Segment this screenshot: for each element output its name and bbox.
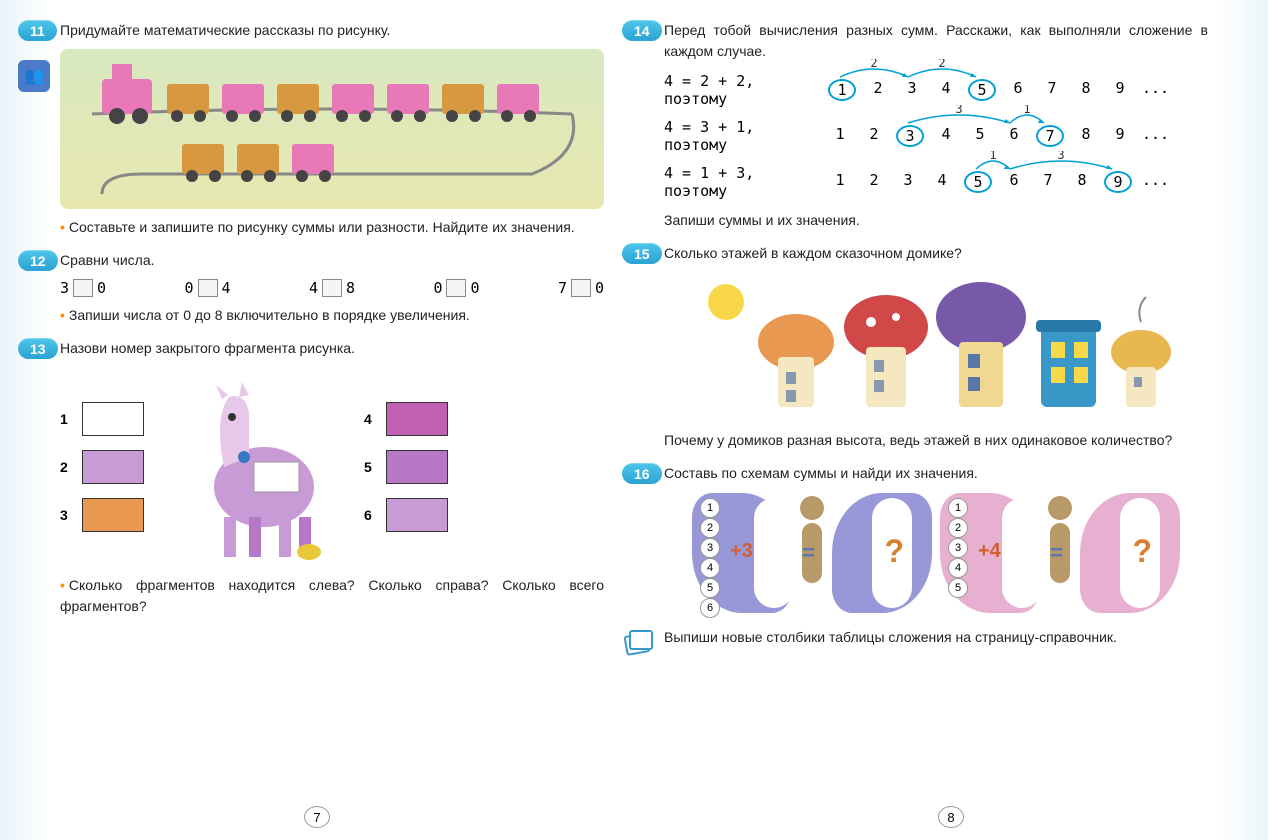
- left-page: 11 👥 Придумайте математические рассказы …: [0, 0, 634, 840]
- right-page: 14 Перед тобой вычисления разных сумм. Р…: [634, 0, 1268, 840]
- task-number-badge: 14: [622, 20, 662, 41]
- task-14: 14 Перед тобой вычисления разных сумм. Р…: [664, 20, 1208, 231]
- train-svg: [82, 54, 582, 204]
- train-illustration: [60, 49, 604, 209]
- page-edge-decoration: [1218, 0, 1268, 840]
- task-subtext: •Составьте и запишите по рисунку суммы и…: [60, 217, 604, 238]
- compare-pair: 04: [184, 279, 230, 297]
- task-16: 16 Составь по схемам суммы и найди их зн…: [664, 463, 1208, 648]
- task-number-badge: 11: [18, 20, 57, 41]
- task-subtext: •Сколько фрагментов находится слева? Ско…: [60, 575, 604, 617]
- pair-work-icon: 👥: [18, 60, 50, 92]
- svg-text:1: 1: [1023, 105, 1030, 116]
- llama-fragments-area: 1 2 3 4 5 6: [60, 367, 604, 567]
- task-text: Придумайте математические рассказы по ри…: [60, 20, 604, 41]
- compare-pair: 48: [309, 279, 355, 297]
- butterfly-diagram: 123456 +3 = ?: [692, 488, 932, 618]
- fragment-item: 3: [60, 498, 144, 532]
- number-line: 4 = 1 + 3, поэтому13123456789...: [664, 164, 1208, 200]
- task-15: 15 Сколько этажей в каждом сказочном дом…: [664, 243, 1208, 451]
- task-11: 11 👥 Придумайте математические рассказы …: [60, 20, 604, 238]
- task-text: Сколько этажей в каждом сказочном домике…: [664, 243, 1208, 264]
- page-edge-decoration: [0, 0, 50, 840]
- number-lines-container: 4 = 2 + 2, поэтому22123456789... 4 = 3 + …: [664, 72, 1208, 200]
- task-number-badge: 15: [622, 243, 662, 264]
- task-number-badge: 16: [622, 463, 662, 484]
- task-number-badge: 13: [18, 338, 58, 359]
- task-13: 1 3 Назови номер закрытого фрагмента рису…: [60, 338, 604, 617]
- subtext-content: Составьте и запишите по рисунку суммы ил…: [69, 219, 575, 235]
- task-text: Сравни числа.: [60, 250, 604, 271]
- fragment-item: 1: [60, 402, 144, 436]
- page-spread: 11 👥 Придумайте математические рассказы …: [0, 0, 1269, 840]
- note-row: Выпиши новые столбики таблицы сложения н…: [664, 627, 1208, 648]
- number-line: 4 = 3 + 1, поэтому31123456789...: [664, 118, 1208, 154]
- task-subtext: Почему у домиков разная высота, ведь эта…: [664, 430, 1208, 451]
- fragments-left-column: 1 2 3: [60, 398, 144, 536]
- svg-text:2: 2: [870, 59, 877, 70]
- page-number: 8: [938, 806, 964, 828]
- compare-numbers-row: 30 04 48 00 70: [60, 279, 604, 297]
- butterflies-container: 123456 +3 = ? 12345 +4 = ?: [664, 484, 1208, 627]
- task-12: 12 Сравни числа. 3004480070 •Запиши числ…: [60, 250, 604, 326]
- fragment-item: 4: [364, 402, 448, 436]
- butterfly-diagram: 12345 +4 = ?: [940, 488, 1180, 618]
- fragment-item: 5: [364, 450, 448, 484]
- task-subtext: •Запиши числа от 0 до 8 включительно в п…: [60, 305, 604, 326]
- subtext-content: Сколько фрагментов находится слева? Скол…: [60, 577, 604, 614]
- task-subtext: Запиши суммы и их значения.: [664, 210, 1208, 231]
- fragment-item: 6: [364, 498, 448, 532]
- fragment-item: 2: [60, 450, 144, 484]
- task-text: Назови номер закрытого фрагмента рисунка…: [60, 338, 604, 359]
- compare-pair: 30: [60, 279, 106, 297]
- svg-text:3: 3: [955, 105, 962, 116]
- task-number-badge: 12: [18, 250, 58, 271]
- task-text: Составь по схемам суммы и найди их значе…: [664, 463, 1208, 484]
- task-text: Перед тобой вычисления разных сумм. Расс…: [664, 20, 1208, 62]
- task-subtext: Выпиши новые столбики таблицы сложения н…: [664, 627, 1208, 648]
- svg-text:1: 1: [989, 151, 996, 162]
- svg-text:2: 2: [938, 59, 945, 70]
- subtext-content: Запиши числа от 0 до 8 включительно в по…: [69, 307, 470, 323]
- fragments-right-column: 4 5 6: [364, 398, 448, 536]
- llama-illustration: [154, 367, 354, 567]
- page-number: 7: [304, 806, 330, 828]
- svg-text:3: 3: [1057, 151, 1064, 162]
- number-line: 4 = 2 + 2, поэтому22123456789...: [664, 72, 1208, 108]
- compare-pair: 70: [558, 279, 604, 297]
- compare-pair: 00: [433, 279, 479, 297]
- notebook-icon: [622, 627, 654, 659]
- mushroom-houses-illustration: [664, 272, 1208, 422]
